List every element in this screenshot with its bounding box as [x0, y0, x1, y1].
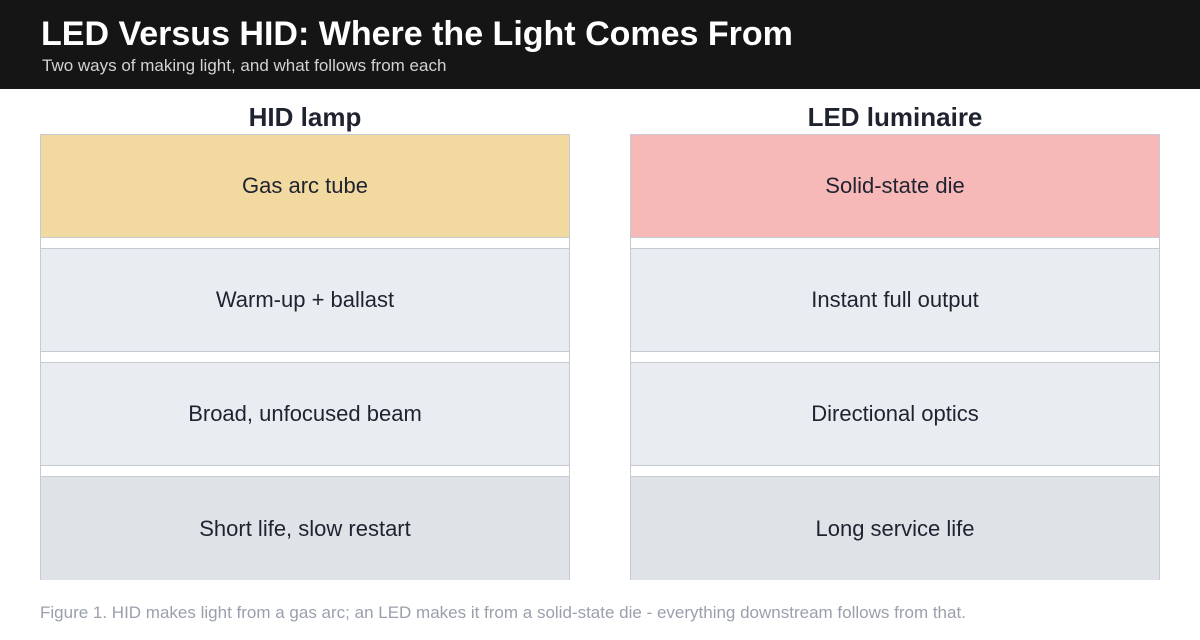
hid-box-startup: Warm-up + ballast — [41, 248, 569, 352]
page-subtitle: Two ways of making light, and what follo… — [42, 56, 447, 75]
led-column-heading: LED luminaire — [807, 102, 983, 132]
led-box-beam: Directional optics — [631, 362, 1159, 466]
hid-box-beam: Broad, unfocused beam — [41, 362, 569, 466]
hid-column-heading: HID lamp — [248, 102, 362, 132]
figure-caption: Figure 1. HID makes light from a gas arc… — [40, 603, 966, 622]
hid-box-lifespan: Short life, slow restart — [41, 476, 569, 580]
led-box-startup: Instant full output — [631, 248, 1159, 352]
led-panel: Solid-state die Instant full output Dire… — [630, 134, 1160, 580]
led-box-light-source: Solid-state die — [631, 135, 1159, 238]
led-box-lifespan: Long service life — [631, 476, 1159, 580]
led-column: LED luminaire Solid-state die Instant fu… — [630, 100, 1160, 580]
page-title: LED Versus HID: Where the Light Comes Fr… — [41, 15, 793, 53]
hid-column: HID lamp Gas arc tube Warm-up + ballast … — [40, 100, 570, 580]
hid-panel: Gas arc tube Warm-up + ballast Broad, un… — [40, 134, 570, 580]
hid-box-light-source: Gas arc tube — [41, 135, 569, 238]
header-banner: LED Versus HID: Where the Light Comes Fr… — [0, 0, 1200, 89]
